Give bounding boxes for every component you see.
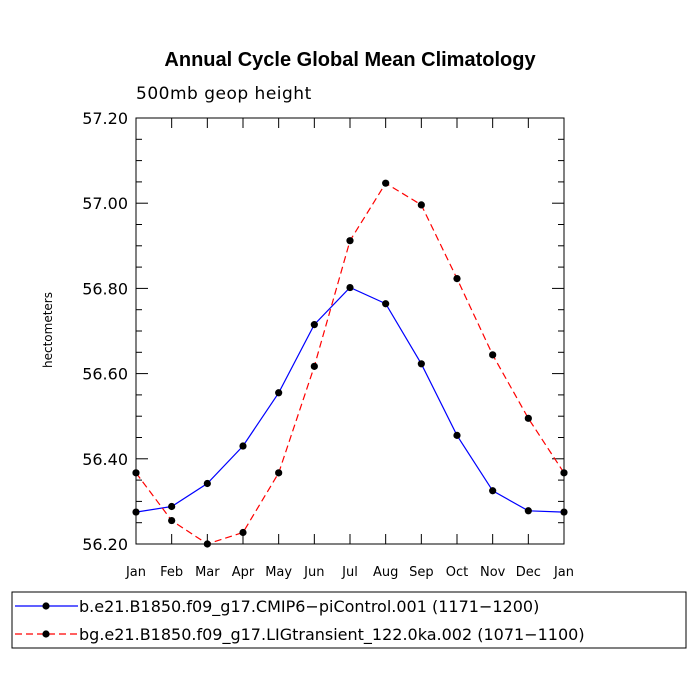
y-axis-label: hectometers: [41, 292, 55, 368]
y-tick-label: 57.20: [82, 109, 128, 128]
series-2-point: [489, 351, 497, 359]
series-1-point: [382, 300, 390, 308]
series-1-point: [239, 442, 247, 450]
y-tick-label: 57.00: [82, 194, 128, 213]
legend-label-1: b.e21.B1850.f09_g17.CMIP6−piControl.001 …: [79, 597, 539, 617]
series-2-point: [346, 237, 354, 245]
y-tick-label: 56.80: [82, 279, 128, 298]
y-tick-label: 56.40: [82, 450, 128, 469]
series-2-point: [168, 516, 176, 525]
x-tick-label: Jun: [303, 565, 324, 580]
series-2-point: [453, 275, 461, 283]
series-1-point: [346, 283, 354, 292]
series-1-point: [524, 507, 532, 515]
x-tick-label: Jan: [553, 565, 574, 580]
x-tick-label: Dec: [516, 565, 541, 580]
x-tick-label: Apr: [232, 565, 255, 580]
series-1-point: [310, 321, 318, 329]
y-tick-label: 56.60: [82, 365, 128, 384]
legend: b.e21.B1850.f09_g17.CMIP6−piControl.001 …: [15, 597, 585, 645]
x-tick-label: Feb: [160, 565, 183, 580]
legend-marker-1: [42, 602, 50, 610]
x-tick-label: Jan: [125, 565, 146, 580]
series-layer: [132, 179, 568, 548]
x-tick-label: Nov: [480, 565, 506, 580]
legend-box: [11, 591, 687, 649]
chart-subtitle: 500mb geop height: [136, 84, 312, 104]
legend-marker-2: [42, 630, 50, 638]
series-1-point: [417, 360, 425, 368]
series-2-point: [275, 469, 283, 477]
x-tick-label: Oct: [446, 565, 468, 580]
x-tick-label: Jul: [341, 565, 358, 580]
y-tick-label: 56.20: [82, 535, 128, 554]
minor-ticks: [136, 138, 564, 524]
y-tick-labels: 56.20 56.40 56.60 56.80 57.00 57.20: [82, 109, 128, 554]
legend-label-2: bg.e21.B1850.f09_g17.LIGtransient_122.0k…: [79, 625, 585, 645]
x-tick-label: Mar: [195, 565, 220, 580]
series-line-1: [135, 286, 565, 513]
series-1-point: [203, 479, 211, 488]
series-1-point: [275, 389, 283, 397]
major-ticks: [135, 117, 565, 545]
series-1-point: [489, 487, 497, 495]
x-tick-label: Aug: [373, 565, 398, 580]
series-2-point: [417, 201, 425, 209]
x-tick-labels: Jan Feb Mar Apr May Jun Jul Aug Sep Oct Nov Dec Jan: [125, 565, 574, 580]
plot-frame: [135, 117, 565, 545]
series-2-point: [524, 414, 532, 422]
x-tick-label: May: [265, 565, 292, 580]
series-2-point: [239, 528, 247, 537]
series-1-point: [453, 431, 461, 439]
series-2-point: [310, 362, 318, 370]
x-tick-label: Sep: [409, 565, 434, 580]
series-1-point: [168, 502, 176, 511]
chart-title: Annual Cycle Global Mean Climatology: [164, 49, 536, 71]
series-2-point: [382, 179, 390, 187]
